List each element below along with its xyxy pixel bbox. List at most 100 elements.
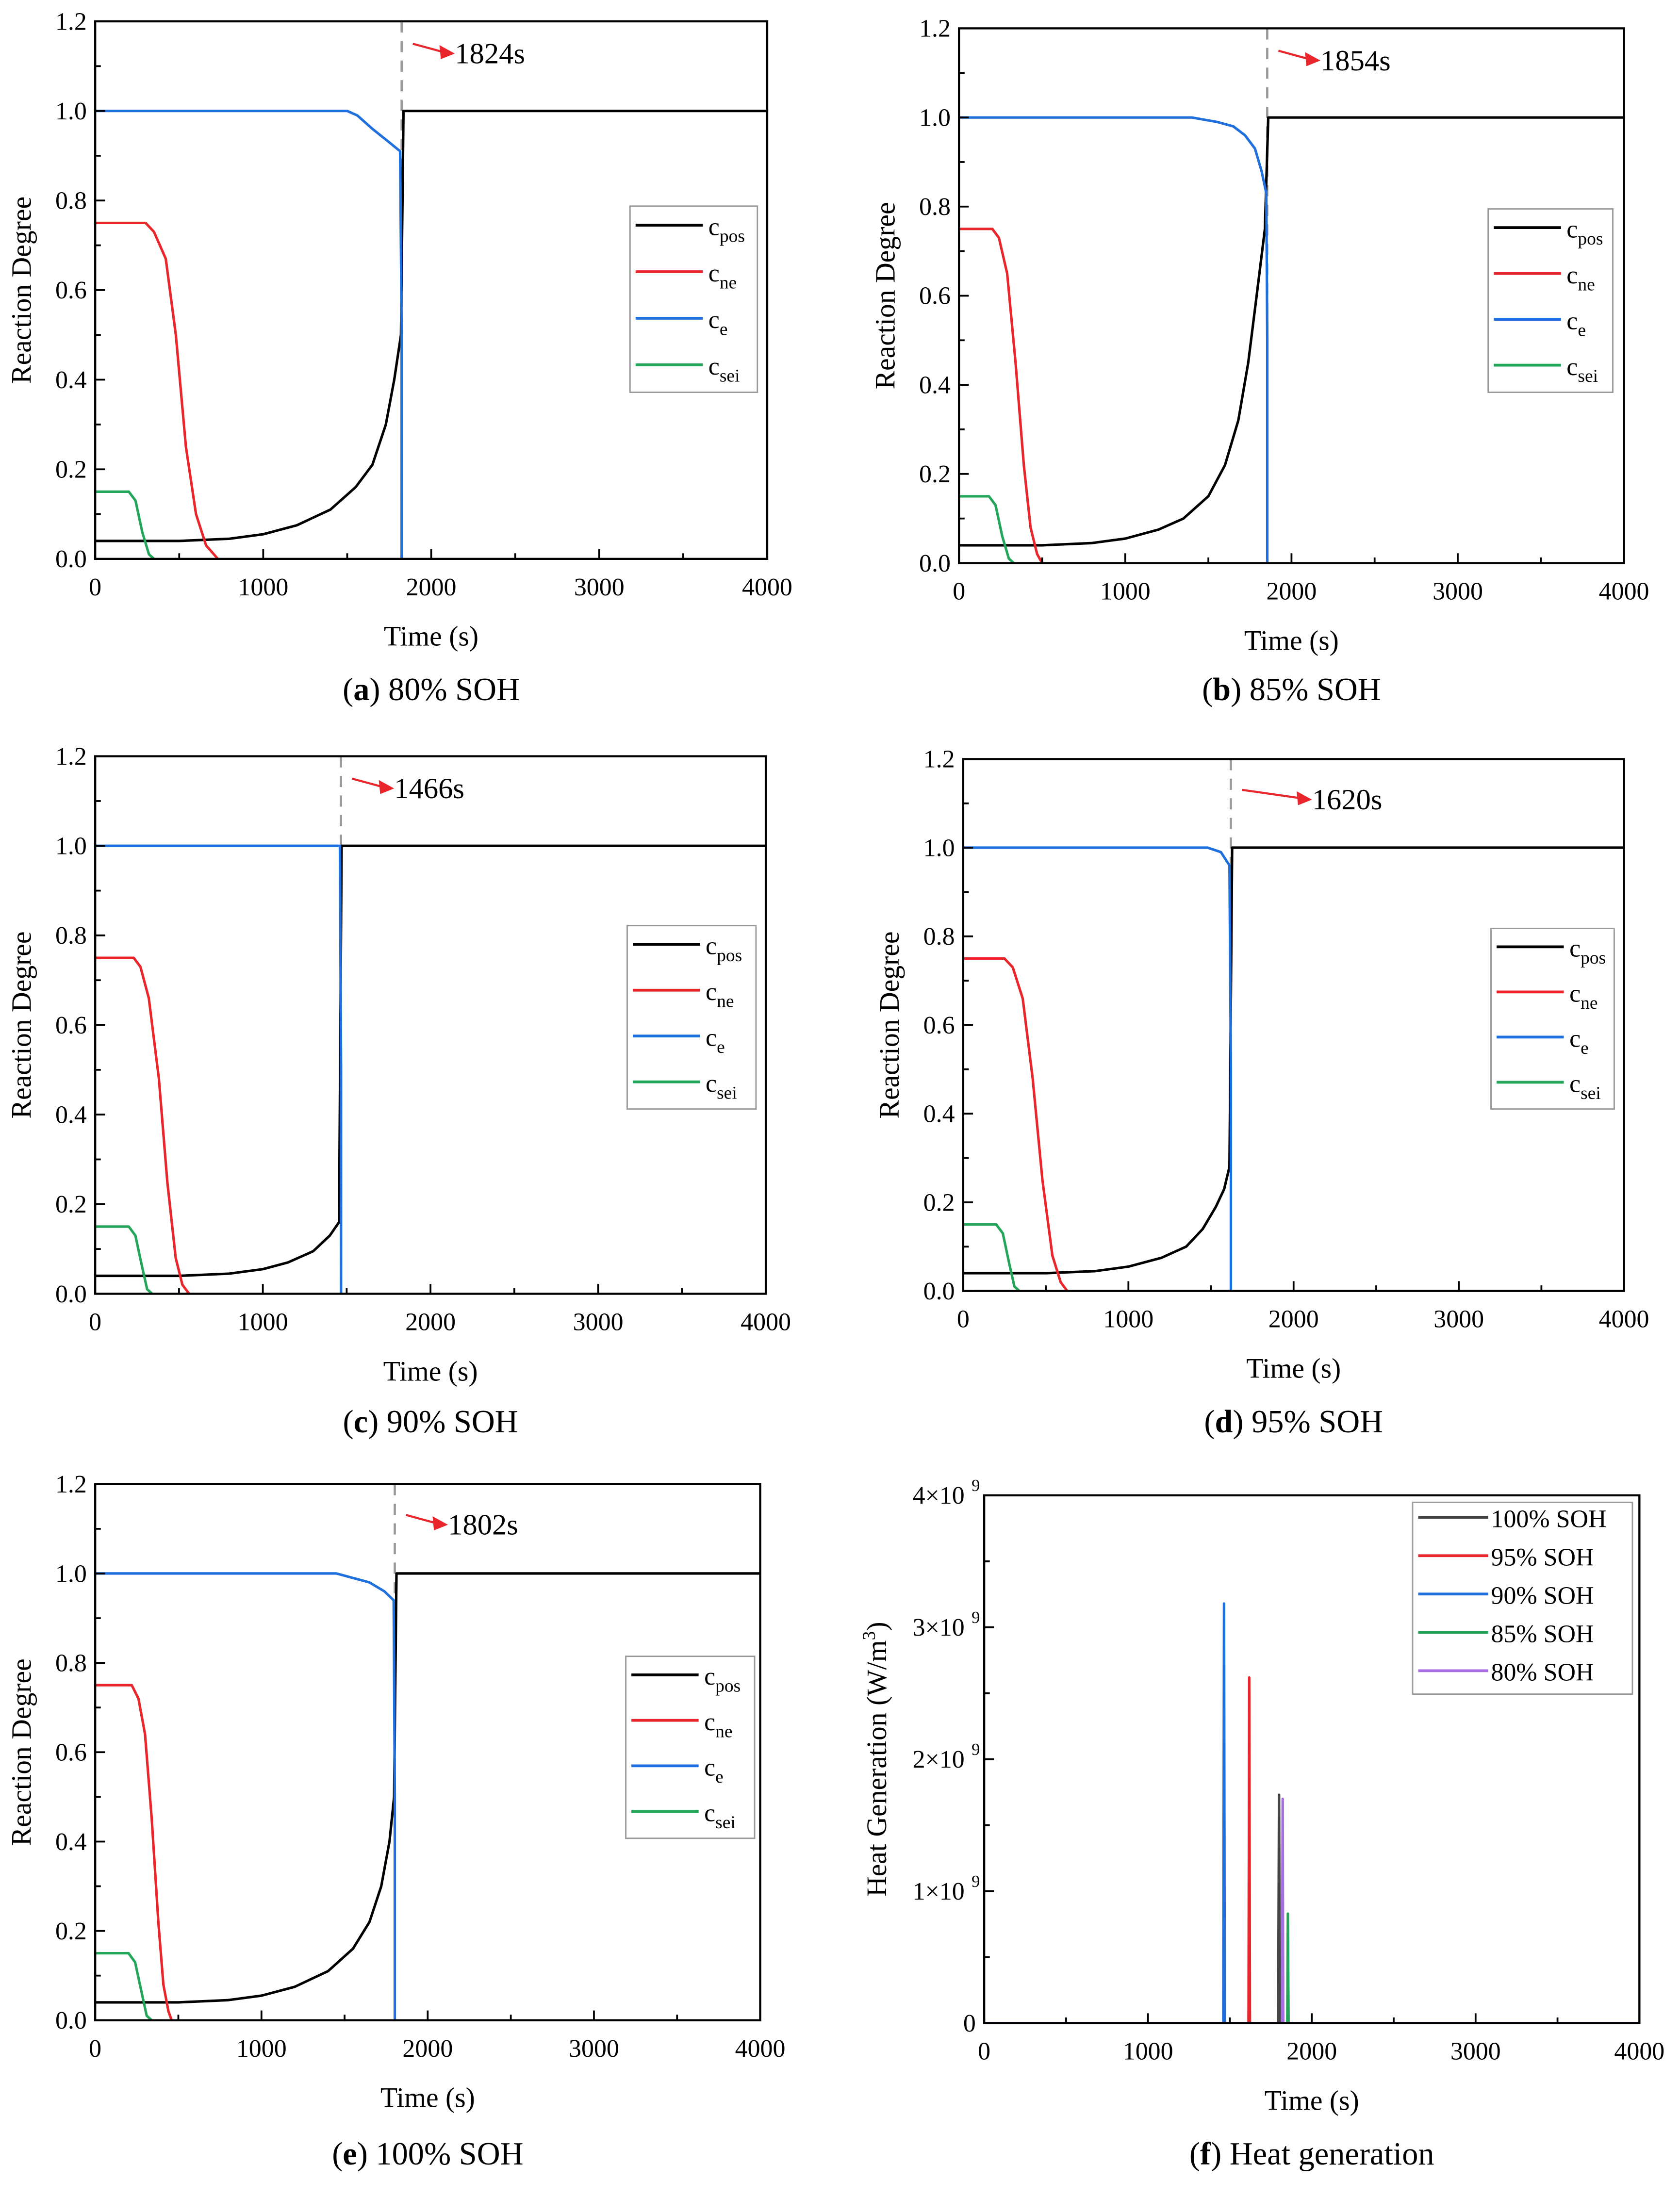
caption-letter: f: [1200, 2136, 1211, 2172]
caption-paren: (: [1204, 1404, 1215, 1440]
caption-paren: ): [368, 1404, 387, 1440]
legend-item: 100% SOH: [1418, 1505, 1607, 1533]
legend-label-main: c: [706, 932, 717, 960]
legend-label-main: 100% SOH: [1491, 1505, 1607, 1533]
legend-label: 80% SOH: [1491, 1659, 1594, 1687]
panel-a: 0 1000 2000 3000 4000 0.0 0.2 0.4 0.6 0.8 1.0 1.2 Ti…: [6, 8, 792, 707]
legend-label-main: c: [704, 1754, 715, 1782]
legend-label: csei: [704, 1799, 736, 1832]
panel-caption: (f) Heat generation: [1189, 2136, 1434, 2172]
x-axis-title: Time (s): [1244, 625, 1339, 656]
y-tick-label: 1.2: [923, 746, 955, 773]
y-tick-label: 0.8: [919, 193, 951, 221]
series-line-c-sei: [963, 1223, 1021, 1291]
legend-label: csei: [1569, 1070, 1601, 1103]
legend-item: cpos: [631, 1663, 741, 1696]
series-line-c-sei: [95, 1951, 153, 2020]
y-tick-exponent: 9: [972, 1740, 980, 1759]
series-line-c-e: [95, 844, 343, 1294]
annotation-label: 1824s: [455, 38, 525, 70]
legend-label-main: c: [1566, 215, 1578, 243]
series-line-c-ne: [963, 957, 1069, 1291]
legend-label: ce: [706, 1024, 725, 1057]
y-axis-title-text: Reaction Degree: [874, 932, 905, 1119]
legend-item: cpos: [635, 213, 745, 246]
legend-label-main: c: [1566, 307, 1578, 335]
legend-label-main: c: [1569, 1025, 1581, 1053]
legend-label: cne: [1569, 980, 1598, 1013]
caption-text: 90% SOH: [387, 1404, 518, 1440]
y-tick-label: 0.0: [55, 1280, 87, 1308]
legend-label-sub: sei: [1578, 366, 1598, 386]
legend-item: cne: [635, 260, 737, 293]
y-tick-label: 1.0: [55, 98, 87, 125]
annotation-arrowhead: [432, 1516, 448, 1531]
legend-label-sub: ne: [715, 1722, 732, 1741]
legend-label-sub: e: [720, 320, 728, 340]
legend-item: cne: [633, 978, 734, 1011]
legend-label: ce: [1569, 1025, 1589, 1058]
y-tick-label: 0.2: [923, 1189, 955, 1216]
y-tick-label: 1.2: [55, 1471, 87, 1498]
caption-paren: (: [1202, 672, 1213, 707]
y-axis-title: Heat Generation (W/m3): [859, 1622, 892, 1897]
series-line-c-sei: [959, 495, 1015, 563]
legend-label: cpos: [1566, 215, 1603, 248]
y-axis-title-sup: 3: [859, 1631, 879, 1640]
x-axis-title: Time (s): [384, 622, 478, 652]
series-group: [95, 1572, 760, 2020]
annotation-label: 1620s: [1312, 784, 1383, 816]
x-tick-label: 3000: [1433, 577, 1483, 605]
series-line-80-soh: [984, 1797, 1640, 2023]
annotation-arrowhead: [1305, 52, 1321, 66]
x-tick-label: 2000: [1268, 1306, 1319, 1333]
legend-label-main: c: [704, 1663, 715, 1690]
y-axis-title: Reaction Degree: [6, 197, 37, 384]
panel-b: 0 1000 2000 3000 4000 0.0 0.2 0.4 0.6 0.8 1.0 1.2 Ti…: [871, 15, 1649, 707]
legend-label: csei: [1566, 353, 1598, 386]
x-tick-label: 4000: [735, 2035, 786, 2063]
legend-item: cne: [631, 1708, 733, 1741]
y-tick-label: 1.0: [923, 834, 955, 862]
series-group: [959, 116, 1624, 563]
legend-label-main: 95% SOH: [1491, 1543, 1594, 1571]
x-tick-label: 4000: [1614, 2038, 1664, 2066]
y-tick-label: 0.6: [55, 1739, 87, 1767]
legend-label: 90% SOH: [1491, 1582, 1594, 1609]
legend-label-sub: ne: [1578, 275, 1595, 295]
y-axis-title-end: ): [862, 1622, 892, 1631]
series-group: [963, 846, 1624, 1291]
y-axis-title: Reaction Degree: [871, 202, 901, 389]
legend-label-sub: ne: [720, 273, 737, 293]
series-line-c-e: [95, 110, 403, 559]
legend-label-main: c: [1569, 1070, 1581, 1098]
legend-label-sub: sei: [1581, 1083, 1601, 1103]
caption-paren: ): [369, 672, 388, 707]
annotation-arrow: [1278, 49, 1310, 60]
y-tick-exponent: 9: [972, 1872, 980, 1891]
y-tick-label: 0.6: [55, 277, 87, 304]
legend-label: ce: [704, 1754, 724, 1787]
caption-text: 80% SOH: [388, 672, 520, 707]
legend-label-main: c: [704, 1708, 715, 1736]
caption-paren: (: [343, 672, 353, 707]
legend-label-sub: ne: [1581, 993, 1598, 1013]
legend-label-main: c: [706, 978, 717, 1006]
y-tick-label: 1.2: [55, 743, 87, 771]
series-group: [95, 844, 766, 1294]
caption-paren: ): [1231, 672, 1250, 707]
legend-label-sub: e: [717, 1037, 725, 1057]
legend-label-main: 90% SOH: [1491, 1582, 1594, 1609]
legend-label: ce: [708, 306, 728, 339]
caption-paren: (: [343, 1404, 354, 1440]
legend-label-main: c: [706, 1024, 717, 1051]
x-tick-label: 2000: [405, 1308, 456, 1336]
legend-label-main: c: [704, 1799, 715, 1827]
annotation-arrowhead: [379, 780, 395, 794]
x-tick-label: 4000: [1599, 577, 1649, 605]
legend-label-sub: e: [1581, 1038, 1589, 1058]
series-line-c-sei: [95, 1225, 153, 1294]
annotation-arrow: [412, 43, 444, 53]
